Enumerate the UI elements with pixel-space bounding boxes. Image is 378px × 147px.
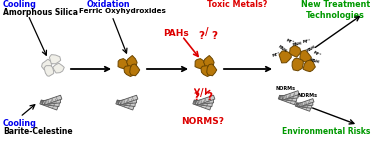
Polygon shape <box>119 95 138 105</box>
Polygon shape <box>118 99 136 105</box>
Polygon shape <box>201 66 212 76</box>
Text: PAHs: PAHs <box>163 29 189 38</box>
Polygon shape <box>41 100 59 106</box>
Text: Mⁿ⁺: Mⁿ⁺ <box>302 40 311 44</box>
Text: NORMs: NORMs <box>297 93 317 98</box>
Polygon shape <box>194 100 212 106</box>
Text: Cooling: Cooling <box>3 0 37 9</box>
Polygon shape <box>43 95 62 105</box>
Polygon shape <box>50 55 61 64</box>
Text: Cooling: Cooling <box>3 119 37 128</box>
Text: Mⁿ⁺: Mⁿ⁺ <box>312 50 322 58</box>
Text: NORMs: NORMs <box>275 86 295 91</box>
Polygon shape <box>207 64 217 76</box>
Polygon shape <box>195 59 205 69</box>
Polygon shape <box>298 99 314 107</box>
Polygon shape <box>40 100 58 110</box>
Polygon shape <box>127 56 137 67</box>
Text: Ferric Oxyhydroxides: Ferric Oxyhydroxides <box>79 8 166 14</box>
Polygon shape <box>118 59 128 69</box>
Polygon shape <box>290 46 301 57</box>
Polygon shape <box>193 100 211 110</box>
Polygon shape <box>296 103 312 108</box>
Text: Barite-Celestine: Barite-Celestine <box>3 127 73 136</box>
Polygon shape <box>117 100 135 106</box>
Text: Amorphous Silica: Amorphous Silica <box>3 8 78 17</box>
Text: PAH: PAH <box>310 58 320 64</box>
Text: PAH: PAH <box>292 41 302 47</box>
Polygon shape <box>53 63 64 73</box>
Text: ?: ? <box>211 31 217 41</box>
Text: Toxic Metals?: Toxic Metals? <box>207 0 267 9</box>
Text: NORMS?: NORMS? <box>181 117 224 126</box>
Text: ?: ? <box>193 92 199 102</box>
Polygon shape <box>278 95 296 105</box>
Polygon shape <box>297 102 313 107</box>
Text: PAH: PAH <box>306 45 316 53</box>
Polygon shape <box>124 66 135 76</box>
Polygon shape <box>295 103 311 111</box>
Polygon shape <box>116 100 134 110</box>
Polygon shape <box>292 58 303 71</box>
Text: /: / <box>200 88 203 98</box>
Text: Mⁿ⁺: Mⁿ⁺ <box>272 52 282 58</box>
Text: Mⁿ⁺: Mⁿ⁺ <box>285 38 295 46</box>
Polygon shape <box>204 56 214 67</box>
Polygon shape <box>280 94 298 100</box>
Polygon shape <box>44 66 54 76</box>
Text: ?: ? <box>198 31 204 41</box>
Text: New Treatment
Technologies: New Treatment Technologies <box>301 0 370 20</box>
Polygon shape <box>42 59 52 71</box>
Polygon shape <box>282 91 299 100</box>
Text: Environmental Risks: Environmental Risks <box>282 127 370 136</box>
Polygon shape <box>197 95 215 105</box>
Polygon shape <box>279 51 291 63</box>
Polygon shape <box>303 60 315 72</box>
Polygon shape <box>279 95 297 101</box>
Polygon shape <box>300 50 311 62</box>
Polygon shape <box>42 99 60 105</box>
Text: ?: ? <box>206 92 212 102</box>
Polygon shape <box>130 64 140 76</box>
Text: Oxidation: Oxidation <box>87 0 131 9</box>
Text: PAH: PAH <box>277 45 287 53</box>
Polygon shape <box>195 99 214 105</box>
Text: /: / <box>205 27 209 37</box>
